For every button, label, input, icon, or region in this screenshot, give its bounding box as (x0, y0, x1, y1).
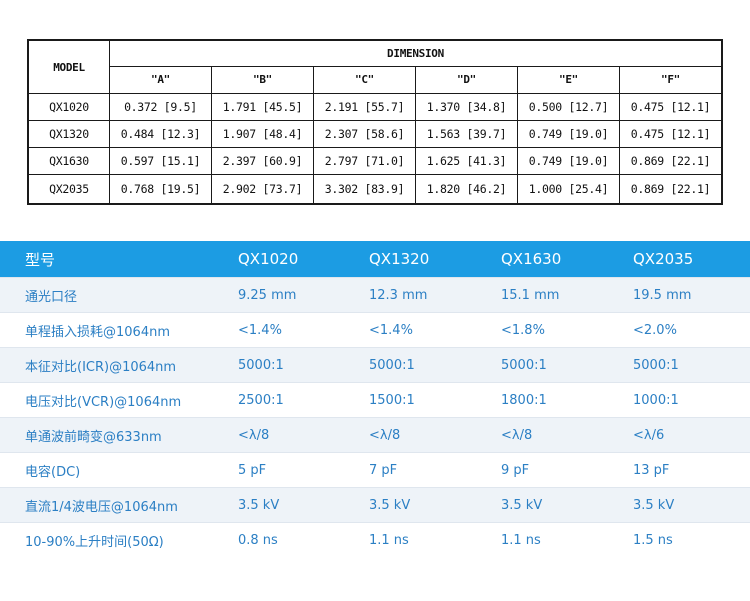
dim-value-cell: 1.625 [41.3] (415, 147, 518, 175)
dim-value-cell: 0.749 [19.0] (517, 147, 620, 175)
spec-value: 1800:1 (501, 392, 547, 408)
spec-value: 5000:1 (369, 357, 415, 373)
dim-value-cell: 1.000 [25.4] (517, 174, 620, 205)
spec-row-insertion-loss: 单程插入损耗@1064nm <1.4% <1.4% <1.8% <2.0% (0, 312, 750, 347)
spec-label: 电压对比(VCR)@1064nm (25, 394, 182, 410)
dimension-header: DIMENSION (109, 39, 723, 67)
spec-label: 10-90%上升时间(50Ω) (25, 534, 164, 550)
spec-row-quarter-wave-voltage: 直流1/4波电压@1064nm 3.5 kV 3.5 kV 3.5 kV 3.5… (0, 487, 750, 522)
spec-row-rise-time: 10-90%上升时间(50Ω) 0.8 ns 1.1 ns 1.1 ns 1.5… (0, 522, 750, 557)
dim-value-cell: 2.307 [58.6] (313, 120, 416, 148)
dim-value-cell: 0.768 [19.5] (109, 174, 212, 205)
spec-header-model: QX1020 (238, 250, 299, 268)
dimension-table-wrapper: MODEL DIMENSION "A" "B" "C" "D" "E" "F" … (27, 39, 723, 205)
dim-col-d: "D" (415, 65, 518, 95)
spec-value: 2500:1 (238, 392, 284, 408)
spec-value: 5000:1 (633, 357, 679, 373)
spec-value: 1000:1 (633, 392, 679, 408)
model-header: MODEL (27, 39, 110, 94)
dim-value-cell: 0.500 [12.7] (517, 93, 620, 121)
spec-header-label: 型号 (25, 250, 56, 269)
dim-value-cell: 1.907 [48.4] (211, 120, 314, 148)
spec-row-wavefront: 单通波前畸变@633nm <λ/8 <λ/8 <λ/8 <λ/6 (0, 417, 750, 452)
spec-header-model: QX1630 (501, 250, 562, 268)
spec-value: 3.5 kV (633, 497, 675, 513)
dim-row-qx1020: QX1020 0.372 [9.5] 1.791 [45.5] 2.191 [5… (27, 93, 723, 121)
dim-model-cell: QX1630 (27, 147, 110, 175)
spec-value: <λ/6 (633, 427, 665, 443)
dimension-table: MODEL DIMENSION "A" "B" "C" "D" "E" "F" … (27, 39, 723, 205)
spec-value: 3.5 kV (238, 497, 280, 513)
dim-value-cell: 2.902 [73.7] (211, 174, 314, 205)
dim-value-cell: 0.372 [9.5] (109, 93, 212, 121)
spec-value: 3.5 kV (501, 497, 543, 513)
dim-row-qx1630: QX1630 0.597 [15.1] 2.397 [60.9] 2.797 [… (27, 147, 723, 175)
spec-label: 通光口径 (25, 289, 78, 305)
spec-value: 5000:1 (238, 357, 284, 373)
dim-value-cell: 0.869 [22.1] (619, 174, 723, 205)
spec-value: 1500:1 (369, 392, 415, 408)
spec-value: 1.1 ns (369, 532, 409, 548)
spec-value: <1.4% (369, 322, 413, 338)
spec-header-model: QX2035 (633, 250, 694, 268)
dim-row-qx1320: QX1320 0.484 [12.3] 1.907 [48.4] 2.307 [… (27, 120, 723, 148)
spec-value: <1.8% (501, 322, 545, 338)
dim-col-a: "A" (109, 65, 212, 95)
spec-value: 3.5 kV (369, 497, 411, 513)
dim-value-cell: 1.791 [45.5] (211, 93, 314, 121)
spec-value: <1.4% (238, 322, 282, 338)
spec-header-row: 型号 QX1020 QX1320 QX1630 QX2035 (0, 241, 750, 277)
dim-value-cell: 1.563 [39.7] (415, 120, 518, 148)
spec-value: <λ/8 (238, 427, 270, 443)
dim-model-cell: QX1320 (27, 120, 110, 148)
spec-value: 12.3 mm (369, 287, 428, 303)
dim-value-cell: 3.302 [83.9] (313, 174, 416, 205)
dim-col-c: "C" (313, 65, 416, 95)
spec-value: <2.0% (633, 322, 677, 338)
spec-value: 13 pF (633, 462, 670, 478)
dim-value-cell: 0.749 [19.0] (517, 120, 620, 148)
spec-value: 9.25 mm (238, 287, 297, 303)
spec-value: 5000:1 (501, 357, 547, 373)
dim-value-cell: 0.597 [15.1] (109, 147, 212, 175)
spec-label: 电容(DC) (25, 464, 81, 480)
spec-value: 1.5 ns (633, 532, 673, 548)
dim-value-cell: 0.475 [12.1] (619, 93, 723, 121)
spec-row-capacitance: 电容(DC) 5 pF 7 pF 9 pF 13 pF (0, 452, 750, 487)
dim-col-b: "B" (211, 65, 314, 95)
dim-value-cell: 0.869 [22.1] (619, 147, 723, 175)
spec-row-icr: 本征对比(ICR)@1064nm 5000:1 5000:1 5000:1 50… (0, 347, 750, 382)
dim-col-f: "F" (619, 65, 723, 95)
spec-value: 9 pF (501, 462, 530, 478)
dim-model-cell: QX1020 (27, 93, 110, 121)
spec-label: 单程插入损耗@1064nm (25, 324, 170, 340)
spec-label: 本征对比(ICR)@1064nm (25, 359, 177, 375)
spec-value: 7 pF (369, 462, 398, 478)
spec-row-aperture: 通光口径 9.25 mm 12.3 mm 15.1 mm 19.5 mm (0, 277, 750, 312)
spec-label: 直流1/4波电压@1064nm (25, 499, 178, 515)
spec-value: 19.5 mm (633, 287, 692, 303)
spec-table: 型号 QX1020 QX1320 QX1630 QX2035 通光口径 9.25… (0, 241, 750, 557)
dim-value-cell: 2.397 [60.9] (211, 147, 314, 175)
spec-header-model: QX1320 (369, 250, 430, 268)
spec-value: 15.1 mm (501, 287, 560, 303)
dim-row-qx2035: QX2035 0.768 [19.5] 2.902 [73.7] 3.302 [… (27, 174, 723, 205)
spec-row-vcr: 电压对比(VCR)@1064nm 2500:1 1500:1 1800:1 10… (0, 382, 750, 417)
spec-value: <λ/8 (501, 427, 533, 443)
spec-value: 0.8 ns (238, 532, 278, 548)
dim-value-cell: 1.820 [46.2] (415, 174, 518, 205)
spec-value: 1.1 ns (501, 532, 541, 548)
dim-value-cell: 0.475 [12.1] (619, 120, 723, 148)
dim-value-cell: 2.797 [71.0] (313, 147, 416, 175)
dim-value-cell: 0.484 [12.3] (109, 120, 212, 148)
spec-value: <λ/8 (369, 427, 401, 443)
spec-value: 5 pF (238, 462, 267, 478)
dim-value-cell: 2.191 [55.7] (313, 93, 416, 121)
dim-model-cell: QX2035 (27, 174, 110, 205)
dim-value-cell: 1.370 [34.8] (415, 93, 518, 121)
spec-label: 单通波前畸变@633nm (25, 429, 162, 445)
dim-col-e: "E" (517, 65, 620, 95)
